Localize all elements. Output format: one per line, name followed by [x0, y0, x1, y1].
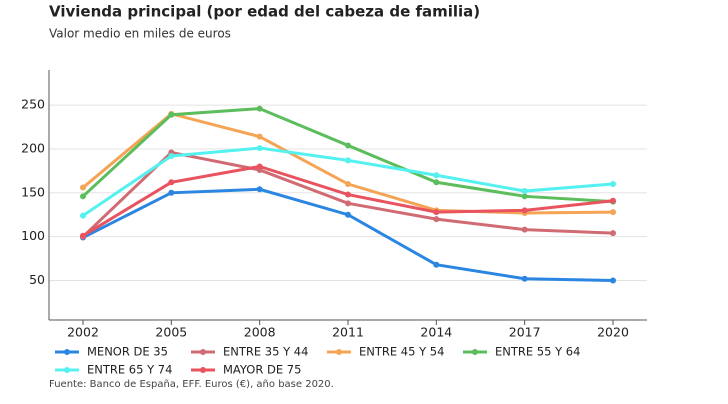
- legend-dot: [336, 349, 342, 355]
- x-tick-label: 2020: [597, 325, 629, 340]
- y-tick-label: 200: [21, 140, 45, 155]
- y-tick-label: 50: [29, 272, 45, 287]
- point: [80, 232, 86, 239]
- x-tick-label: 2014: [420, 325, 452, 340]
- point: [256, 105, 263, 112]
- point: [345, 157, 351, 164]
- point: [521, 275, 528, 282]
- point: [610, 209, 616, 216]
- legend-label: MAYOR DE 75: [223, 363, 301, 377]
- point: [168, 152, 175, 159]
- legend-label: MENOR DE 35: [87, 345, 168, 359]
- point: [256, 133, 263, 140]
- x-tick-label: 2011: [332, 325, 364, 340]
- point: [433, 179, 440, 186]
- point: [168, 179, 175, 186]
- legend-dot: [472, 349, 478, 355]
- legend-label: ENTRE 65 Y 74: [87, 363, 172, 377]
- point: [610, 197, 616, 204]
- point: [521, 188, 528, 195]
- point: [345, 200, 351, 207]
- legend-dot: [64, 367, 70, 373]
- point: [256, 163, 263, 170]
- point: [521, 226, 528, 233]
- point: [345, 211, 351, 218]
- point: [168, 189, 175, 196]
- point: [433, 209, 440, 216]
- legend-label: ENTRE 45 Y 54: [359, 345, 444, 359]
- point: [256, 186, 263, 193]
- chart-title: Vivienda principal (por edad del cabeza …: [49, 3, 480, 21]
- point: [345, 191, 351, 198]
- legend-dot: [200, 367, 206, 373]
- x-tick-label: 2017: [509, 325, 541, 340]
- point: [521, 193, 528, 200]
- y-tick-label: 150: [21, 184, 45, 199]
- point: [80, 212, 86, 219]
- point: [256, 145, 263, 152]
- legend-dot: [200, 349, 206, 355]
- legend-label: ENTRE 55 Y 64: [495, 345, 580, 359]
- point: [433, 261, 440, 268]
- point: [345, 142, 351, 149]
- x-tick-label: 2002: [67, 325, 99, 340]
- point: [521, 207, 528, 214]
- point: [168, 111, 175, 118]
- point: [610, 181, 616, 188]
- point: [610, 277, 616, 284]
- y-tick-label: 250: [21, 97, 45, 112]
- y-tick-label: 100: [21, 228, 45, 243]
- point: [80, 184, 86, 191]
- legend-label: ENTRE 35 Y 44: [223, 345, 308, 359]
- point: [610, 230, 616, 237]
- source: Fuente: Banco de España, EFF. Euros (€),…: [49, 379, 334, 390]
- x-tick-label: 2008: [244, 325, 276, 340]
- point: [345, 181, 351, 188]
- point: [433, 172, 440, 179]
- x-tick-label: 2005: [155, 325, 187, 340]
- point: [80, 193, 86, 200]
- chart-subtitle: Valor medio en miles de euros: [49, 27, 231, 41]
- legend-dot: [64, 349, 70, 355]
- point: [433, 216, 440, 223]
